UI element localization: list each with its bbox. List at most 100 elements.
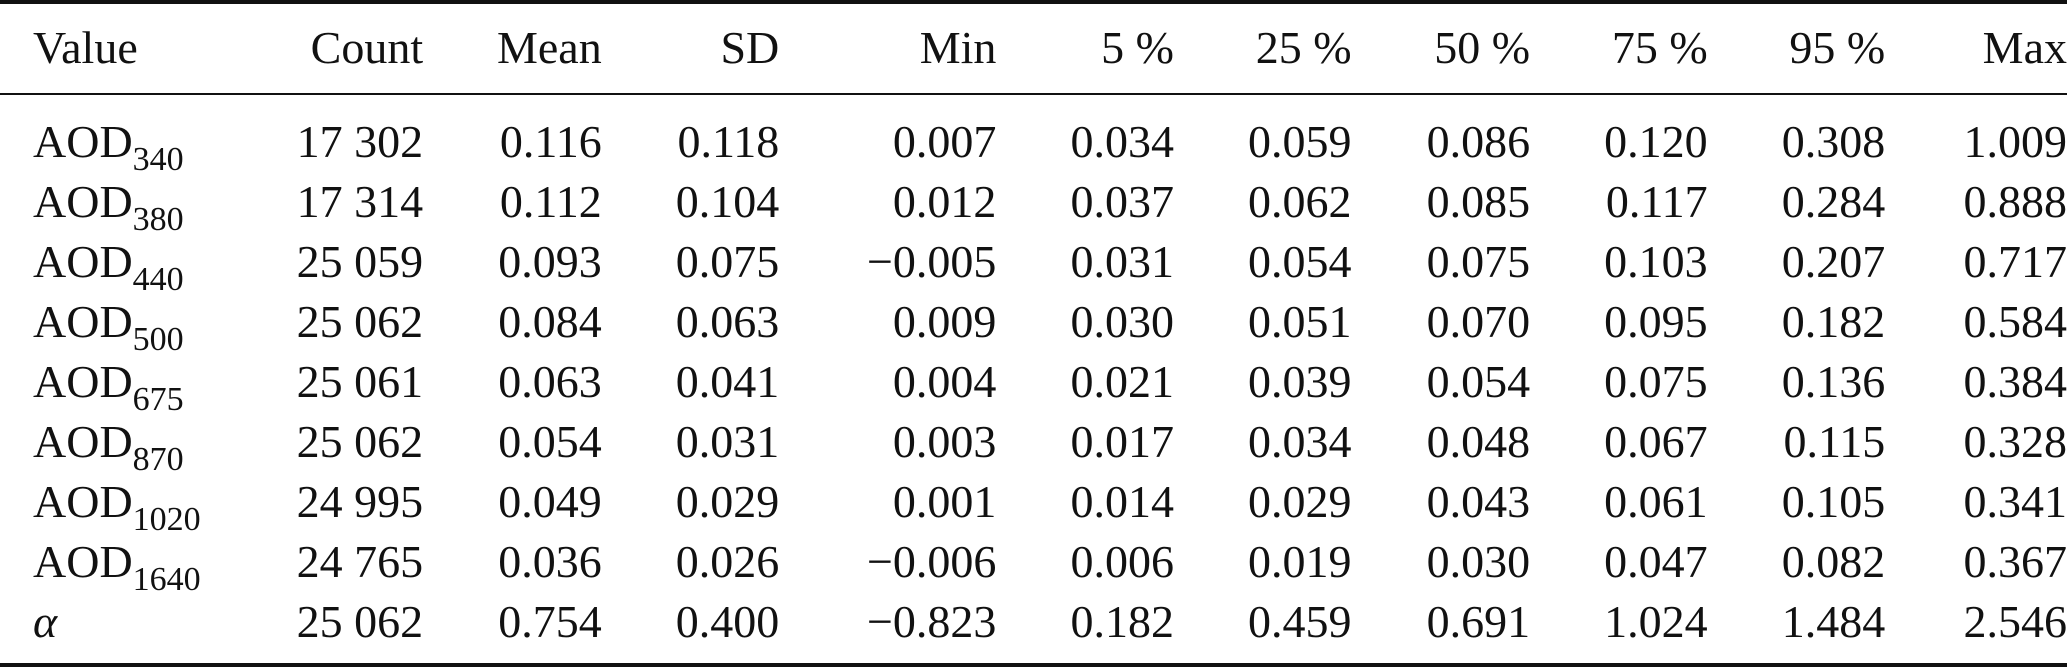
table-row: α 25 062 0.754 0.400 −0.823 0.182 0.459 0.691 1.… bbox=[0, 593, 2067, 653]
cell-mean: 0.054 bbox=[498, 416, 602, 467]
cell-mean: 0.084 bbox=[498, 296, 602, 347]
cell-sd: 0.075 bbox=[675, 236, 780, 287]
header-min: Min bbox=[919, 22, 997, 73]
cell-max: 2.546 bbox=[1963, 596, 2067, 647]
cell-p50: 0.085 bbox=[1426, 176, 1531, 227]
cell-max: 0.888 bbox=[1963, 176, 2067, 227]
header-max: Max bbox=[1982, 22, 2067, 73]
cell-p95: 0.207 bbox=[1781, 236, 1886, 287]
cell-max: 0.367 bbox=[1963, 536, 2067, 587]
row-label-subscript: 500 bbox=[132, 321, 184, 358]
table-row: AOD870 25 062 0.054 0.031 0.003 0.017 0.034 0.0… bbox=[0, 413, 2067, 477]
row-label: AOD500 bbox=[0, 293, 244, 357]
cell-p50: 0.054 bbox=[1426, 356, 1531, 407]
row-label-subscript: 380 bbox=[132, 201, 184, 238]
table-row: AOD440 25 059 0.093 0.075 −0.005 0.031 0.054 0.… bbox=[0, 233, 2067, 297]
cell-p95: 0.308 bbox=[1781, 116, 1886, 167]
cell-min: 0.007 bbox=[892, 116, 997, 167]
cell-p5: 0.037 bbox=[1070, 176, 1174, 227]
cell-p25: 0.051 bbox=[1248, 296, 1352, 347]
cell-count: 25 059 bbox=[296, 236, 424, 287]
table-body: AOD340 17 302 0.116 0.118 0.007 0.034 0.059 0.0… bbox=[0, 93, 2067, 653]
cell-p75: 0.067 bbox=[1604, 416, 1708, 467]
statistics-table: Value Count Mean SD Min 5 % 25 % 50 % 75… bbox=[0, 0, 2067, 653]
row-label-text: AOD bbox=[33, 176, 133, 227]
cell-count: 24 995 bbox=[296, 476, 424, 527]
cell-p5: 0.030 bbox=[1070, 296, 1174, 347]
cell-p5: 0.031 bbox=[1070, 236, 1174, 287]
cell-p50: 0.030 bbox=[1426, 536, 1531, 587]
cell-min: −0.005 bbox=[866, 236, 997, 287]
cell-p5: 0.034 bbox=[1070, 116, 1174, 167]
cell-p75: 0.075 bbox=[1604, 356, 1708, 407]
cell-p25: 0.039 bbox=[1248, 356, 1352, 407]
table-row: AOD340 17 302 0.116 0.118 0.007 0.034 0.059 0.0… bbox=[0, 93, 2067, 177]
header-sd: SD bbox=[720, 22, 780, 73]
cell-p95: 1.484 bbox=[1781, 596, 1886, 647]
cell-p25: 0.019 bbox=[1248, 536, 1352, 587]
cell-count: 25 062 bbox=[296, 416, 424, 467]
row-label: AOD380 bbox=[0, 173, 244, 237]
table-row: AOD380 17 314 0.112 0.104 0.012 0.037 0.062 0.0… bbox=[0, 173, 2067, 237]
row-label: AOD675 bbox=[0, 353, 244, 417]
cell-sd: 0.118 bbox=[677, 116, 780, 167]
row-label-subscript: 870 bbox=[132, 441, 184, 478]
cell-max: 1.009 bbox=[1963, 116, 2067, 167]
cell-mean: 0.063 bbox=[498, 356, 602, 407]
cell-max: 0.384 bbox=[1963, 356, 2067, 407]
cell-sd: 0.029 bbox=[675, 476, 780, 527]
top-rule bbox=[0, 0, 2067, 4]
cell-p50: 0.086 bbox=[1426, 116, 1531, 167]
cell-sd: 0.400 bbox=[675, 596, 780, 647]
header-p25: 25 % bbox=[1255, 22, 1352, 73]
cell-count: 25 061 bbox=[296, 356, 424, 407]
header-p50: 50 % bbox=[1434, 22, 1531, 73]
row-label-text: AOD bbox=[33, 236, 133, 287]
row-label-text: AOD bbox=[33, 416, 133, 467]
cell-count: 25 062 bbox=[296, 296, 424, 347]
row-label-text: AOD bbox=[33, 296, 133, 347]
cell-sd: 0.041 bbox=[675, 356, 780, 407]
table-row: AOD675 25 061 0.063 0.041 0.004 0.021 0.039 0.0… bbox=[0, 353, 2067, 417]
cell-count: 17 302 bbox=[296, 116, 424, 167]
cell-p95: 0.082 bbox=[1781, 536, 1886, 587]
cell-p5: 0.006 bbox=[1070, 536, 1174, 587]
cell-min: −0.823 bbox=[866, 596, 997, 647]
header-rule bbox=[0, 93, 2067, 95]
row-label-text: AOD bbox=[33, 476, 133, 527]
row-label-text: AOD bbox=[33, 116, 133, 167]
bottom-rule bbox=[0, 663, 2067, 667]
row-label: AOD870 bbox=[0, 413, 244, 477]
cell-p50: 0.070 bbox=[1426, 296, 1531, 347]
cell-p95: 0.136 bbox=[1781, 356, 1886, 407]
cell-p75: 0.047 bbox=[1604, 536, 1708, 587]
cell-p50: 0.691 bbox=[1426, 596, 1531, 647]
cell-mean: 0.754 bbox=[498, 596, 602, 647]
header-count: Count bbox=[310, 22, 424, 73]
row-label: α bbox=[0, 593, 244, 653]
cell-p75: 1.024 bbox=[1604, 596, 1708, 647]
cell-p5: 0.017 bbox=[1070, 416, 1174, 467]
cell-mean: 0.036 bbox=[498, 536, 602, 587]
row-label-subscript: 1640 bbox=[132, 561, 201, 598]
cell-sd: 0.031 bbox=[675, 416, 780, 467]
header-p5: 5 % bbox=[1101, 22, 1174, 73]
cell-sd: 0.063 bbox=[675, 296, 780, 347]
row-label-subscript: 340 bbox=[132, 141, 184, 178]
header-row: Value Count Mean SD Min 5 % 25 % 50 % 75… bbox=[0, 0, 2067, 93]
row-label: AOD340 bbox=[0, 93, 244, 177]
header-p95: 95 % bbox=[1789, 22, 1886, 73]
row-label-subscript: 675 bbox=[132, 381, 184, 418]
cell-max: 0.584 bbox=[1963, 296, 2067, 347]
row-label: AOD1640 bbox=[0, 533, 244, 597]
cell-p75: 0.061 bbox=[1604, 476, 1708, 527]
cell-count: 25 062 bbox=[296, 596, 424, 647]
cell-p5: 0.021 bbox=[1070, 356, 1174, 407]
cell-p25: 0.062 bbox=[1248, 176, 1352, 227]
cell-p25: 0.059 bbox=[1248, 116, 1352, 167]
cell-p5: 0.182 bbox=[1070, 596, 1174, 647]
row-label-text: AOD bbox=[33, 356, 133, 407]
cell-min: 0.001 bbox=[892, 476, 997, 527]
table-row: AOD1640 24 765 0.036 0.026 −0.006 0.006 0.019 0… bbox=[0, 533, 2067, 597]
